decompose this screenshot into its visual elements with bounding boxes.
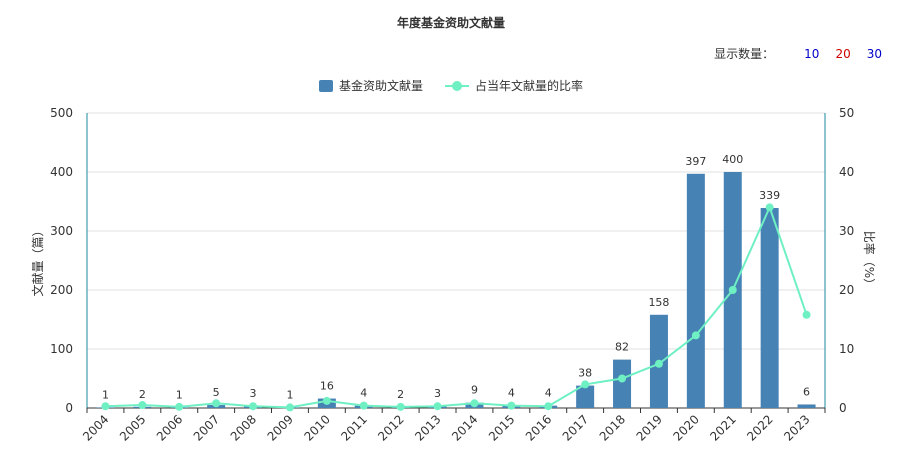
bar-value-label: 400: [722, 153, 743, 166]
y2-tick-label: 10: [839, 342, 854, 356]
bar-value-label: 4: [508, 387, 515, 400]
x-tick-label: 2019: [634, 412, 665, 443]
y-tick-label: 400: [50, 165, 73, 179]
x-tick-label: 2018: [597, 412, 628, 443]
bar-value-label: 9: [471, 384, 478, 397]
x-tick-label: 2017: [560, 412, 591, 443]
legend-line-label: 占当年文献量的比率: [475, 79, 584, 93]
bar-value-label: 2: [397, 388, 404, 401]
bar: [576, 385, 595, 408]
legend-bar-swatch: [318, 79, 333, 92]
y-tick-label: 0: [65, 401, 73, 415]
y2-tick-label: 20: [839, 283, 854, 297]
ratio-line: [105, 204, 808, 409]
display-count-option-10[interactable]: 10: [804, 46, 820, 61]
ratio-point: [433, 402, 442, 411]
bar: [613, 359, 632, 408]
ratio-point: [470, 399, 479, 408]
ratio-point: [802, 310, 811, 319]
bar-value-label: 158: [648, 296, 669, 309]
x-tick-label: 2011: [338, 412, 369, 443]
x-tick-label: 2016: [523, 412, 554, 443]
ratio-point: [396, 402, 405, 411]
bar-value-label: 82: [615, 341, 629, 354]
ratio-point: [765, 203, 774, 212]
legend-bar-label: 基金资助文献量: [338, 79, 423, 93]
x-tick-label: 2013: [412, 412, 443, 443]
x-tick-label: 2021: [707, 412, 738, 443]
ratio-point: [618, 374, 627, 383]
bar-value-label: 339: [759, 189, 780, 202]
bar: [686, 173, 705, 408]
ratio-point: [249, 402, 258, 411]
chart-title: 年度基金资助文献量: [396, 16, 505, 30]
x-tick-label: 2014: [449, 412, 480, 443]
y2-tick-label: 0: [839, 401, 847, 415]
display-count-option-20[interactable]: 20: [835, 46, 851, 61]
ratio-point: [138, 401, 147, 410]
x-tick-label: 2004: [80, 412, 111, 443]
ratio-point: [654, 359, 663, 368]
display-count-label: 显示数量：: [714, 47, 775, 61]
y-tick-label: 500: [50, 106, 73, 120]
y-axis-title: 文献量（篇）: [30, 224, 45, 296]
ratio-point: [175, 402, 184, 411]
bar-value-label: 3: [250, 387, 257, 400]
bar-value-label: 1: [102, 388, 109, 401]
x-tick-label: 2012: [375, 412, 406, 443]
x-tick-label: 2009: [265, 412, 296, 443]
x-tick-label: 2007: [191, 412, 222, 443]
bar-value-label: 4: [545, 387, 552, 400]
y2-tick-label: 40: [839, 165, 854, 179]
y-tick-label: 100: [50, 342, 73, 356]
ratio-point: [359, 401, 368, 410]
ratio-point: [101, 402, 110, 411]
bar-value-label: 2: [139, 388, 146, 401]
y2-tick-label: 50: [839, 106, 854, 120]
x-tick-label: 2010: [301, 412, 332, 443]
bar-value-label: 38: [578, 367, 592, 380]
x-tick-label: 2022: [744, 412, 775, 443]
y2-tick-label: 30: [839, 224, 854, 238]
display-count-option-30[interactable]: 30: [866, 46, 882, 61]
chart-legend: 基金资助文献量 占当年文献量的比率: [0, 77, 902, 94]
x-tick-label: 2023: [781, 412, 812, 443]
ratio-point: [507, 401, 516, 410]
bar-value-label: 6: [803, 385, 810, 398]
ratio-point: [691, 331, 700, 340]
bar-value-label: 5: [213, 386, 220, 399]
x-tick-label: 2006: [154, 412, 185, 443]
display-count-selector: 显示数量： 10 20 30: [714, 45, 882, 62]
x-tick-label: 2008: [228, 412, 259, 443]
bar-value-label: 1: [286, 388, 293, 401]
bar-value-label: 1: [176, 388, 183, 401]
x-tick-label: 2005: [117, 412, 148, 443]
bar: [797, 404, 816, 408]
ratio-point: [544, 402, 553, 411]
bar: [760, 207, 779, 408]
ratio-point: [212, 399, 221, 408]
ratio-point: [285, 403, 294, 412]
x-tick-label: 2020: [670, 412, 701, 443]
bar-value-label: 3: [434, 387, 441, 400]
bar-value-label: 4: [360, 387, 367, 400]
y2-axis-title: 比率（%）: [862, 231, 877, 290]
ratio-point: [322, 396, 331, 405]
legend-item-bar-series[interactable]: 基金资助文献量: [318, 77, 423, 94]
ratio-point: [581, 380, 590, 389]
x-tick-label: 2015: [486, 412, 517, 443]
bar-value-label: 397: [685, 155, 706, 168]
legend-item-line-series[interactable]: 占当年文献量的比率: [445, 77, 583, 94]
bar-value-label: 16: [320, 380, 334, 393]
ratio-point: [728, 286, 737, 294]
y-tick-label: 300: [50, 224, 73, 238]
legend-line-swatch: [445, 80, 469, 92]
y-tick-label: 200: [50, 283, 73, 297]
